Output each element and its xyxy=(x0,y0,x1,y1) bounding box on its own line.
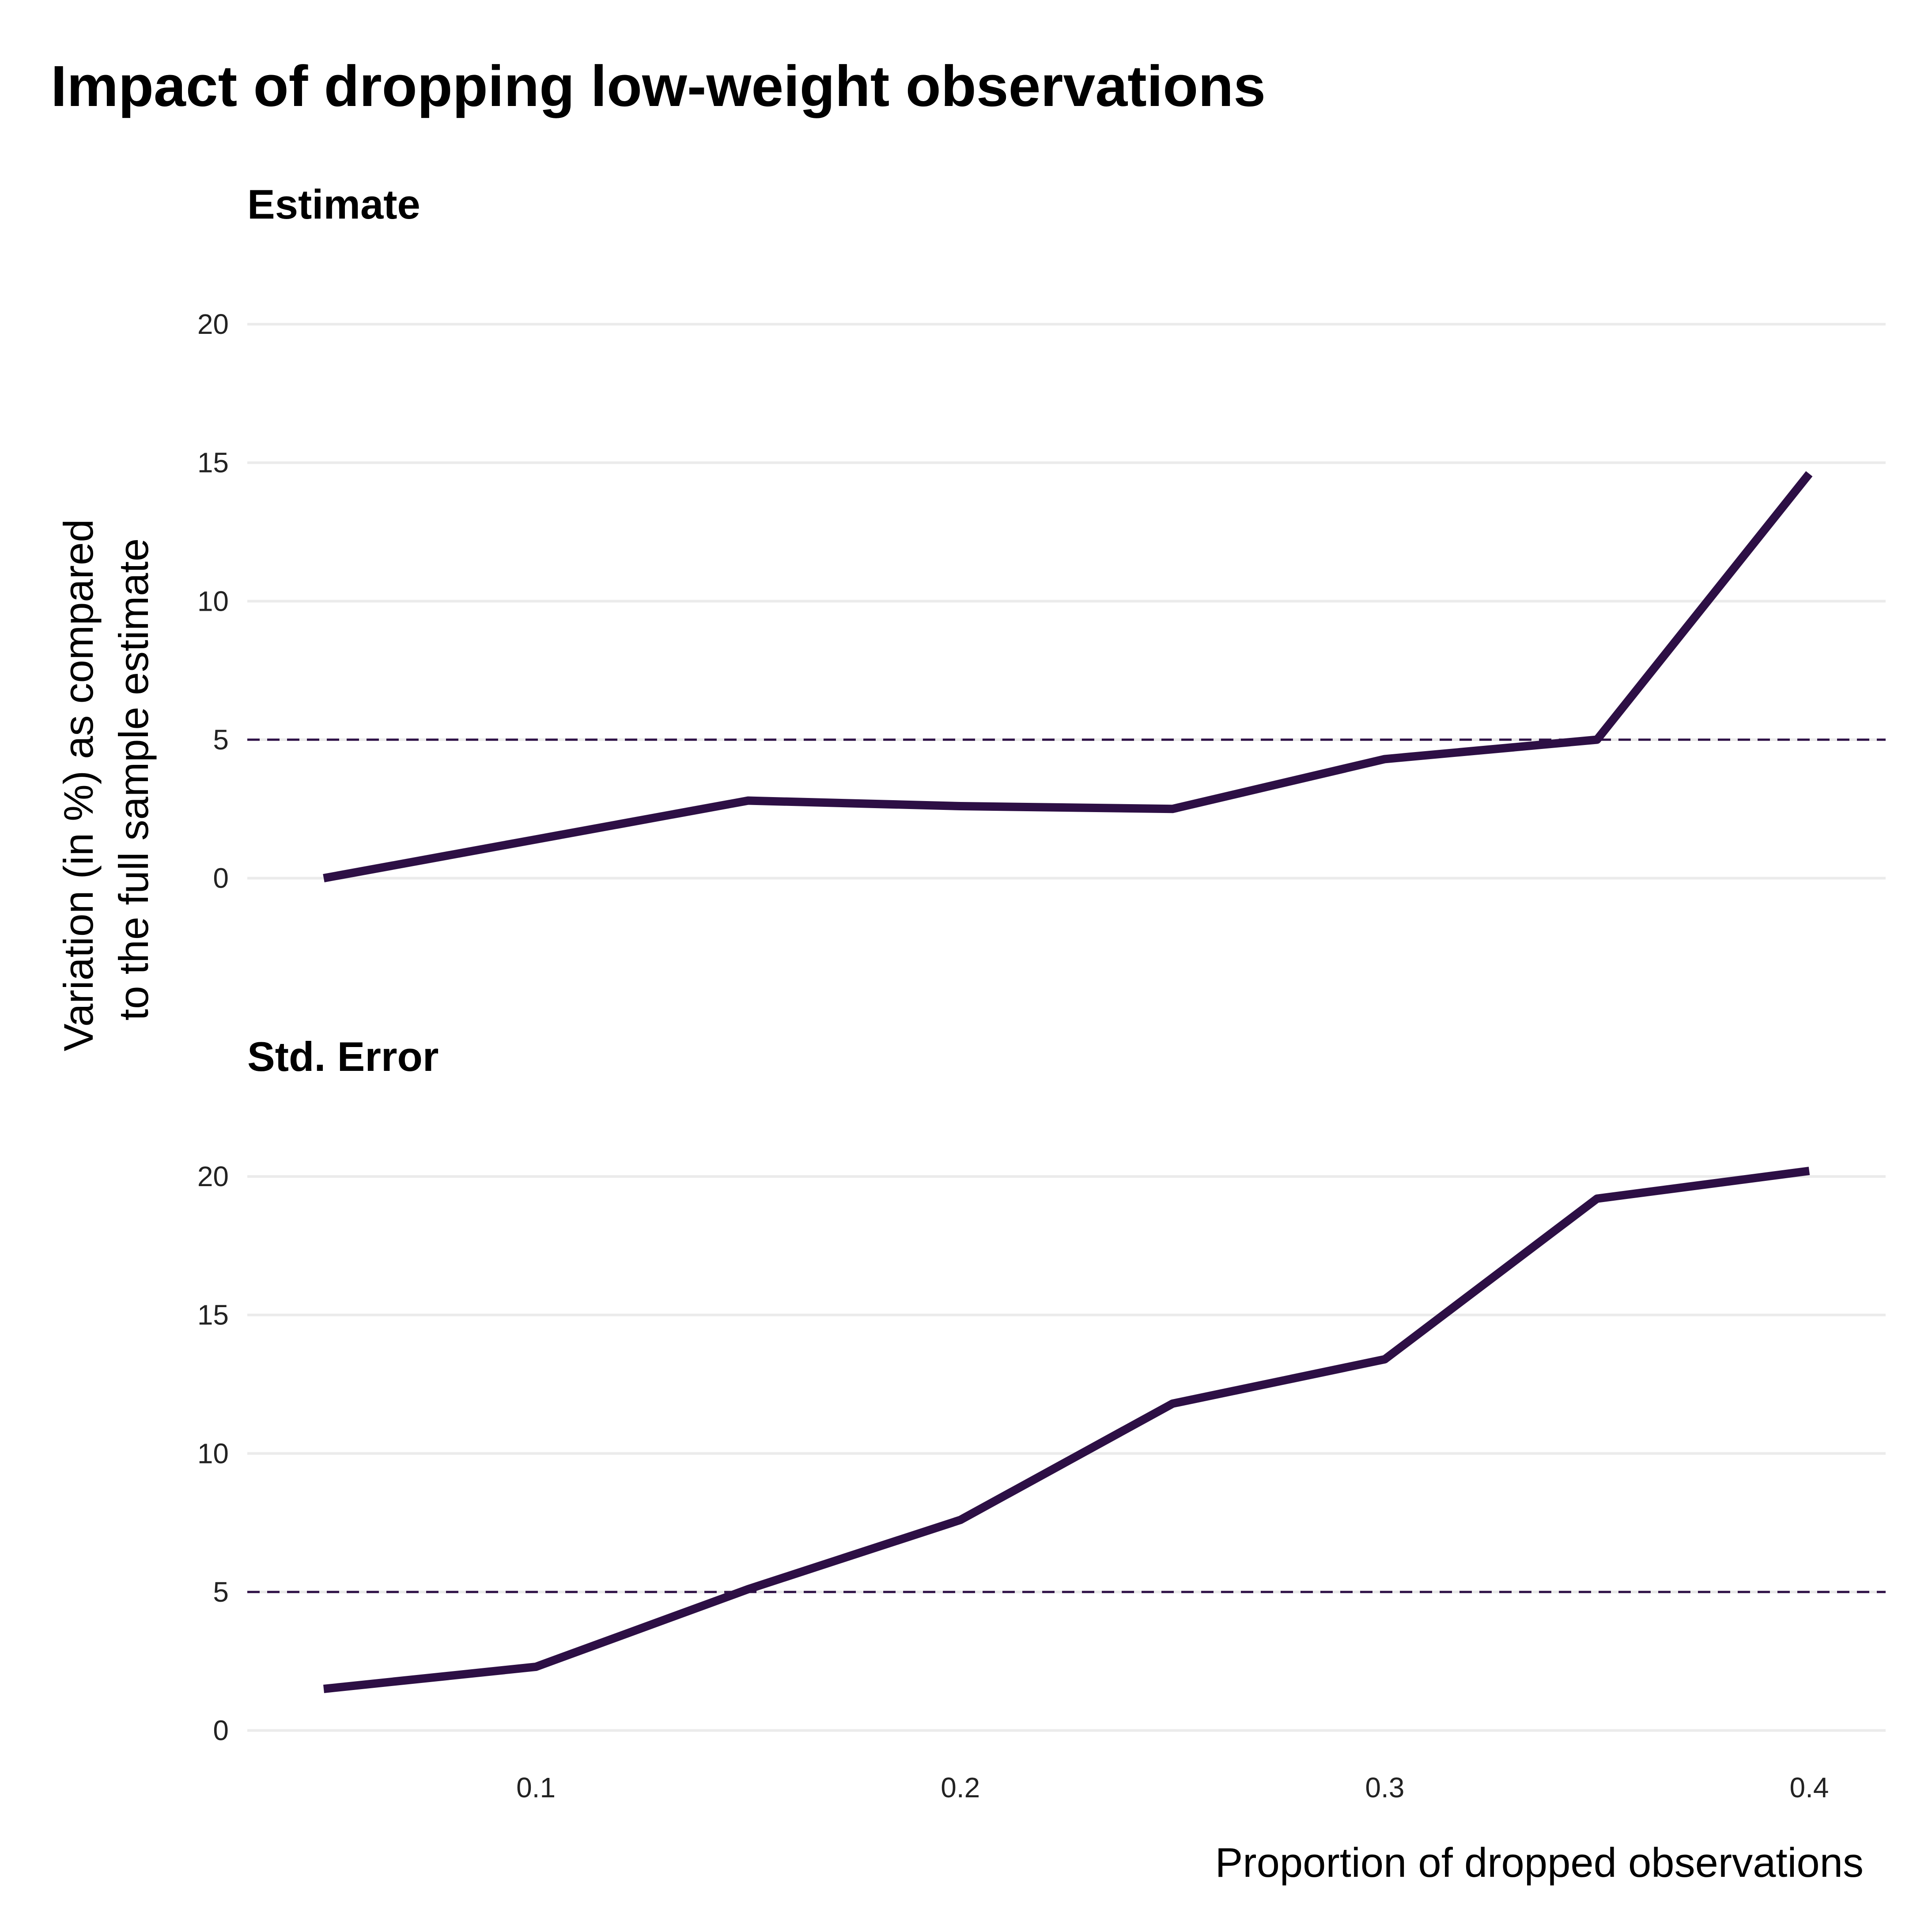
y-tick-label: 10 xyxy=(197,585,229,617)
x-axis-title: Proportion of dropped observations xyxy=(1215,1839,1864,1886)
panel-title: Std. Error xyxy=(247,1033,439,1080)
y-tick-label: 5 xyxy=(213,724,229,756)
y-tick-label: 10 xyxy=(197,1437,229,1469)
y-tick-label: 0 xyxy=(213,862,229,894)
x-tick-label: 0.1 xyxy=(516,1772,556,1803)
y-tick-label: 15 xyxy=(197,1299,229,1331)
x-tick-label: 0.4 xyxy=(1790,1772,1829,1803)
y-axis-title-line-2: to the full sample estimate xyxy=(110,538,157,1021)
panel-0: Estimate 0 5 10 15 20 xyxy=(197,181,1886,894)
series-line xyxy=(323,471,1813,882)
y-tick-label: 20 xyxy=(197,1161,229,1192)
series-line xyxy=(323,1167,1810,1693)
y-axis-title-line-1: Variation (in %) as compared xyxy=(55,519,102,1051)
y-tick-label: 5 xyxy=(213,1576,229,1608)
y-tick-label: 20 xyxy=(197,308,229,340)
x-tick-label: 0.2 xyxy=(941,1772,980,1803)
x-tick-label: 0.3 xyxy=(1365,1772,1404,1803)
y-axis-title: Variation (in %) as compared to the full… xyxy=(55,507,157,1051)
panel-1: Std. Error 0 5 10 15 20 xyxy=(197,1033,1886,1747)
panels: Estimate 0 5 10 15 20 Std. Error 0 5 10 15 20 0.1 0.2… xyxy=(197,181,1886,1803)
y-tick-label: 0 xyxy=(213,1715,229,1747)
y-tick-label: 15 xyxy=(197,447,229,479)
panel-title: Estimate xyxy=(247,181,420,227)
chart-title: Impact of dropping low-weight observatio… xyxy=(51,53,1266,118)
